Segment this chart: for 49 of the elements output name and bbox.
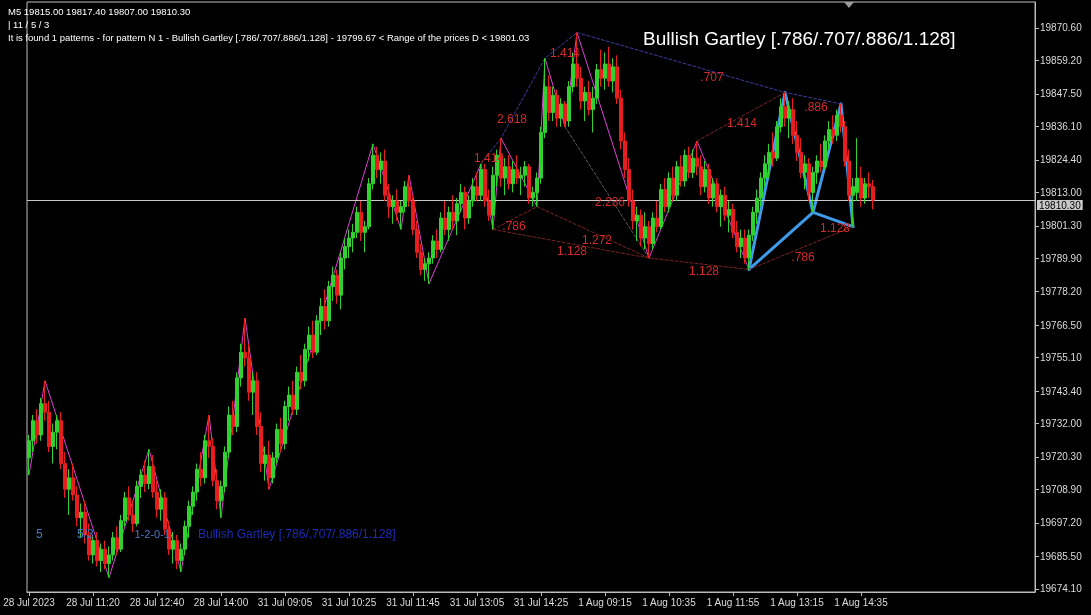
y-tick-label: 19720.30 xyxy=(1040,451,1083,463)
annotation: 2.618 xyxy=(496,112,528,126)
x-tick-label: 31 Jul 14:25 xyxy=(513,596,569,608)
y-tick-label: 19859.20 xyxy=(1040,55,1083,67)
annotation: 1.272 xyxy=(581,233,613,247)
annotation: Bullish Gartley [.786/.707/.886/1.128] xyxy=(198,527,396,541)
annotation: .786 xyxy=(791,250,815,264)
x-tick-label: 1 Aug 13:15 xyxy=(770,596,825,608)
y-tick-label: 19824.40 xyxy=(1040,154,1083,166)
y-tick-label: 19743.40 xyxy=(1040,385,1083,397)
annotation: .707 xyxy=(700,70,724,84)
y-tick-label: 19778.20 xyxy=(1040,286,1083,298)
y-tick-label: 19836.10 xyxy=(1040,120,1083,132)
annotation: .886 xyxy=(804,100,828,114)
x-tick-label: 1 Aug 09:15 xyxy=(578,596,633,608)
y-tick-label: 19847.50 xyxy=(1040,88,1083,100)
x-tick-label: 1 Aug 11:55 xyxy=(706,596,760,608)
ref-line-label: 19810.30 xyxy=(1039,199,1082,211)
annotation: It is found 1 patterns - for pattern N 1 - Bullish Gartley [.786/.707/.886/1.128] - 19799.67 < Range of the prices D < 19801.03 xyxy=(8,31,530,43)
annotation: 1.128 xyxy=(688,264,720,278)
x-tick-label: 31 Jul 11:45 xyxy=(386,596,441,608)
annotation: .786 xyxy=(502,219,526,233)
y-tick-label: 19674.10 xyxy=(1040,583,1083,595)
x-tick-label: 28 Jul 14:00 xyxy=(193,596,249,608)
x-tick-label: 28 Jul 12:40 xyxy=(129,596,185,608)
y-tick-label: 19755.10 xyxy=(1040,352,1083,364)
x-tick-label: 1 Aug 10:35 xyxy=(642,596,697,608)
y-tick-label: 19766.50 xyxy=(1040,319,1083,331)
y-tick-label: 19801.30 xyxy=(1040,220,1083,232)
y-tick-label: 19685.50 xyxy=(1040,550,1083,562)
annotation: 5 xyxy=(36,527,43,541)
y-tick-label: 19697.20 xyxy=(1040,517,1083,529)
x-tick-label: 31 Jul 10:25 xyxy=(321,596,377,608)
y-tick-label: 19789.90 xyxy=(1040,252,1083,264)
text: Bullish Gartley [.786/.707/.886/1.128] xyxy=(643,28,956,49)
x-tick-label: 28 Jul 11:20 xyxy=(66,596,121,608)
x-tick-label: 31 Jul 13:05 xyxy=(449,596,505,608)
y-tick-label: 19813.00 xyxy=(1040,186,1083,198)
y-tick-label: 19708.90 xyxy=(1040,484,1083,496)
annotation: 1.128 xyxy=(819,221,851,235)
annotation: 1.128 xyxy=(556,244,588,258)
x-tick-label: 28 Jul 2023 xyxy=(3,596,56,608)
annotation: 1.414 xyxy=(726,116,758,130)
y-tick-label: 19732.00 xyxy=(1040,418,1083,430)
x-tick-label: 31 Jul 09:05 xyxy=(257,596,313,608)
annotation: | 11 / 5 / 3 xyxy=(8,18,50,30)
x-tick-label: 1 Aug 14:35 xyxy=(834,596,889,608)
annotation: M5 19815.00 19817.40 19807.00 19810.30 xyxy=(8,5,191,17)
y-tick-label: 19870.60 xyxy=(1040,22,1083,34)
